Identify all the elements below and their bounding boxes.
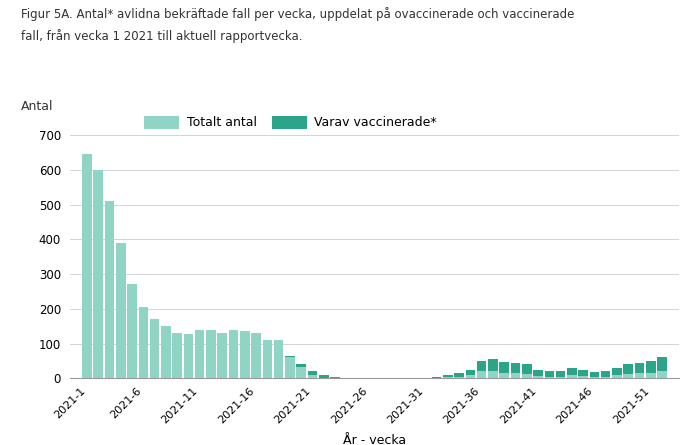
Bar xyxy=(150,319,160,378)
Bar xyxy=(533,369,542,376)
Bar xyxy=(285,357,295,378)
Bar xyxy=(646,373,656,378)
Bar xyxy=(635,373,644,378)
Bar xyxy=(511,373,520,378)
Bar xyxy=(432,377,441,378)
Legend: Totalt antal, Varav vaccinerade*: Totalt antal, Varav vaccinerade* xyxy=(139,111,442,134)
Bar xyxy=(624,364,633,374)
Bar xyxy=(296,364,306,367)
Bar xyxy=(578,376,588,378)
Bar xyxy=(195,330,204,378)
Bar xyxy=(533,376,542,378)
Bar xyxy=(206,330,216,378)
Bar xyxy=(657,357,667,371)
Text: fall, från vecka 1 2021 till aktuell rapportvecka.: fall, från vecka 1 2021 till aktuell rap… xyxy=(21,29,302,43)
Bar xyxy=(612,368,622,376)
Bar xyxy=(477,371,486,378)
Bar xyxy=(308,376,317,378)
Bar xyxy=(589,372,599,377)
Bar xyxy=(522,364,531,374)
Bar xyxy=(443,376,453,377)
Bar xyxy=(443,377,453,378)
Bar xyxy=(567,368,577,376)
Bar xyxy=(93,170,103,378)
Bar xyxy=(545,371,554,376)
Bar xyxy=(105,201,114,378)
Bar xyxy=(82,154,92,378)
Bar xyxy=(488,371,498,378)
Bar xyxy=(601,376,610,378)
Bar xyxy=(499,373,509,378)
Bar xyxy=(466,369,475,375)
Bar xyxy=(330,376,340,378)
Bar xyxy=(454,376,464,378)
Bar xyxy=(466,375,475,378)
Bar xyxy=(454,373,464,376)
Bar xyxy=(116,243,125,378)
Bar xyxy=(612,376,622,378)
Text: Antal: Antal xyxy=(21,101,53,113)
Bar xyxy=(556,371,566,376)
X-axis label: År - vecka: År - vecka xyxy=(343,434,406,445)
Bar xyxy=(511,363,520,373)
Bar xyxy=(499,362,509,373)
Bar xyxy=(342,377,351,378)
Bar xyxy=(319,377,328,378)
Text: Figur 5A. Antal* avlidna bekräftade fall per vecka, uppdelat på ovaccinerade och: Figur 5A. Antal* avlidna bekräftade fall… xyxy=(21,7,575,20)
Bar xyxy=(635,363,644,373)
Bar xyxy=(183,334,193,378)
Bar xyxy=(488,359,498,371)
Bar xyxy=(262,340,272,378)
Bar xyxy=(319,375,328,377)
Bar xyxy=(274,340,284,378)
Bar xyxy=(545,376,554,378)
Bar xyxy=(218,333,227,378)
Bar xyxy=(172,333,182,378)
Bar xyxy=(567,376,577,378)
Bar xyxy=(657,371,667,378)
Bar xyxy=(127,284,136,378)
Bar xyxy=(161,326,171,378)
Bar xyxy=(522,374,531,378)
Bar xyxy=(139,307,148,378)
Bar xyxy=(251,333,261,378)
Bar xyxy=(624,374,633,378)
Bar xyxy=(578,369,588,376)
Bar xyxy=(477,361,486,371)
Bar xyxy=(601,371,610,376)
Bar xyxy=(589,377,599,378)
Bar xyxy=(646,361,656,373)
Bar xyxy=(229,330,238,378)
Bar xyxy=(285,356,295,357)
Bar xyxy=(240,332,250,378)
Bar xyxy=(296,367,306,378)
Bar xyxy=(556,376,566,378)
Bar xyxy=(308,371,317,376)
